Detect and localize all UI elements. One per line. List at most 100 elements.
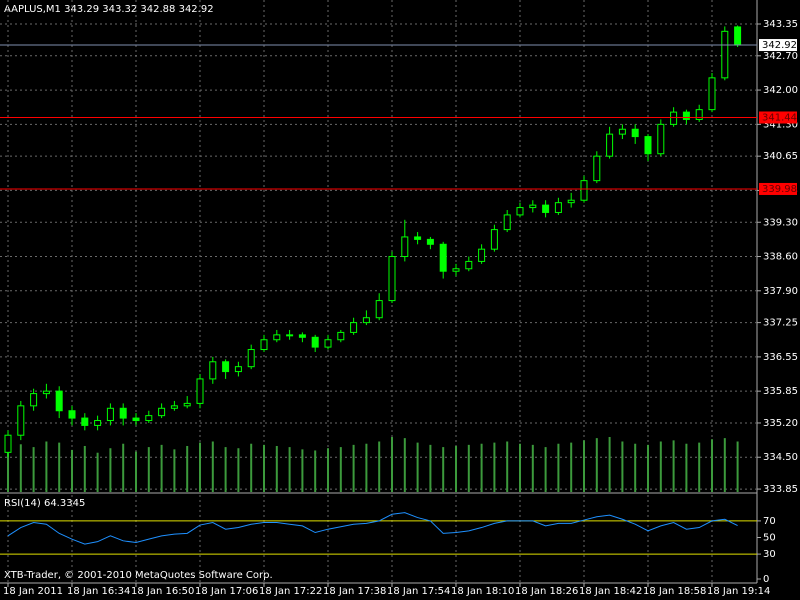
candle-body (234, 366, 242, 373)
y-tick-label: 0 (763, 574, 769, 585)
volume-bar (288, 447, 291, 492)
candle-body (580, 180, 588, 201)
y-tick-label: 337.25 (763, 318, 798, 329)
volume-bar (263, 444, 265, 492)
rsi-line (7, 512, 738, 545)
price-level-box (759, 111, 797, 124)
volume-bar (455, 445, 457, 492)
volume-bar (211, 441, 214, 492)
footer: XTB-Trader, © 2001-2010 MetaQuotes Softw… (4, 570, 273, 581)
volume-bar (634, 443, 637, 492)
candle-body (721, 30, 729, 79)
price-level-box (759, 182, 797, 195)
candle-body (452, 268, 460, 272)
volume-bar (122, 443, 125, 492)
candle-body (478, 248, 486, 262)
candle-body (657, 123, 665, 155)
volume-bar (378, 441, 381, 492)
volume-bar (659, 441, 662, 492)
volume-bar (442, 447, 445, 492)
volume-bar (480, 443, 483, 492)
candle-body (401, 236, 409, 258)
candle-body (68, 410, 76, 419)
candle-body (222, 361, 230, 373)
x-tick-label: 18 Jan 19:14 (707, 586, 770, 597)
volume-bar (583, 440, 585, 492)
y-tick-label: 336.55 (763, 352, 798, 363)
y-tick-label: 343.35 (763, 19, 798, 30)
volume-bar (493, 442, 496, 492)
candle-body (30, 393, 38, 407)
candle-body (516, 207, 524, 216)
candle-body (260, 339, 268, 351)
candle-body (183, 402, 191, 407)
volume-bar (352, 444, 355, 492)
candle-body (490, 229, 498, 250)
x-tick-label: 18 Jan 17:06 (195, 586, 258, 597)
candle-body (375, 300, 383, 319)
candle-body (465, 260, 473, 270)
volume-bar (109, 448, 112, 492)
candle-body (362, 317, 370, 324)
y-tick-label: 342.70 (763, 51, 798, 62)
volume-bar (557, 443, 560, 492)
volume-bar (685, 443, 688, 492)
candle-body (145, 415, 153, 422)
volume-bar (506, 441, 509, 492)
candle-body (17, 405, 25, 436)
y-tick-label: 338.60 (763, 252, 798, 263)
candle-body (196, 378, 204, 404)
volume-bar (327, 448, 329, 492)
candle-body (337, 331, 345, 341)
candle-body (567, 199, 575, 204)
y-tick-label: 337.90 (763, 286, 798, 297)
x-tick-label: 18 Jan 18:42 (579, 586, 642, 597)
candle-body (247, 349, 255, 368)
rsi-header: RSI(14) 64.3345 (4, 498, 85, 509)
candle-body (606, 133, 614, 157)
volume-bar (173, 449, 176, 492)
candle-body (618, 128, 626, 135)
x-tick-label: 18 Jan 17:54 (387, 586, 450, 597)
volume-bar (531, 444, 534, 492)
candle-body (94, 420, 102, 426)
volume-bar (595, 438, 598, 492)
candle-body (593, 155, 601, 182)
volume-bar (32, 447, 35, 492)
volume-bar (621, 441, 624, 492)
candle-body (670, 111, 678, 125)
x-tick-label: 18 Jan 17:38 (323, 586, 386, 597)
volume-bar (570, 442, 573, 492)
volume-bar (83, 445, 86, 492)
volume-bar (96, 452, 99, 492)
candle-body (631, 128, 639, 138)
volume-bar (160, 444, 163, 492)
volume-bar (608, 437, 611, 492)
candle-body (682, 111, 690, 120)
volume-bar (250, 443, 253, 492)
volume-bar (237, 448, 240, 492)
volume-bar (723, 438, 726, 492)
y-tick-label: 70 (763, 516, 776, 527)
candle-body (273, 334, 281, 341)
volume-bar (698, 442, 701, 492)
price-level-label: 341.44 (762, 112, 797, 123)
candle-body (42, 390, 50, 395)
x-tick-label: 18 Jan 18:58 (643, 586, 706, 597)
candle-body (55, 390, 63, 412)
volume-bar (186, 445, 189, 492)
candle-body (439, 243, 447, 272)
candle-body (554, 202, 562, 213)
volume-bar (391, 437, 393, 492)
volume-bar (135, 451, 137, 492)
price-level-label: 339.98 (762, 184, 797, 195)
volume-bar (519, 443, 521, 492)
volume-bar (429, 444, 432, 492)
price-level-label: 342.92 (762, 40, 797, 51)
x-tick-label: 18 Jan 16:50 (131, 586, 194, 597)
y-tick-label: 30 (763, 549, 776, 560)
y-tick-label: 335.85 (763, 386, 798, 397)
y-tick-label: 341.30 (763, 119, 798, 130)
volume-bar (7, 452, 9, 492)
volume-bar (416, 442, 419, 492)
